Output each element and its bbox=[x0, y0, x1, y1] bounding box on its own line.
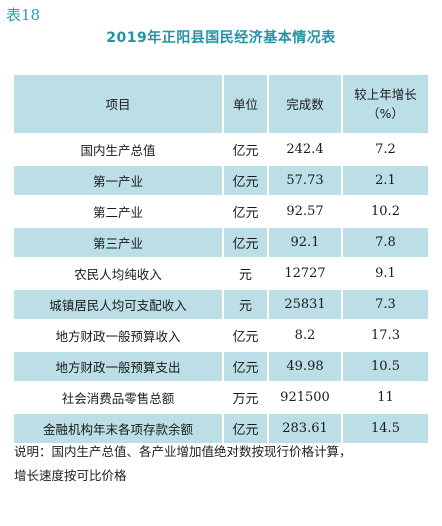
header-growth-line2: （%） bbox=[367, 106, 404, 121]
table-header-row: 项目 单位 完成数 较上年增长 （%） bbox=[14, 75, 428, 133]
cell-unit: 亿元 bbox=[222, 135, 267, 164]
cell-unit: 元 bbox=[222, 290, 267, 319]
cell-growth: 10.5 bbox=[341, 352, 428, 381]
cell-item: 社会消费品零售总额 bbox=[14, 383, 222, 412]
cell-unit: 元 bbox=[222, 259, 267, 288]
cell-unit: 万元 bbox=[222, 383, 267, 412]
cell-item: 地方财政一般预算支出 bbox=[14, 352, 222, 381]
cell-item: 农民人均纯收入 bbox=[14, 259, 222, 288]
cell-unit: 亿元 bbox=[222, 166, 267, 195]
table-row: 地方财政一般预算支出 亿元 49.98 10.5 bbox=[14, 352, 428, 381]
cell-growth: 7.8 bbox=[341, 228, 428, 257]
cell-value: 12727 bbox=[267, 259, 341, 288]
cell-growth: 14.5 bbox=[341, 414, 428, 443]
table-row: 第一产业 亿元 57.73 2.1 bbox=[14, 166, 428, 195]
header-growth: 较上年增长 （%） bbox=[341, 75, 428, 133]
cell-item: 第一产业 bbox=[14, 166, 222, 195]
cell-unit: 亿元 bbox=[222, 228, 267, 257]
cell-value: 92.57 bbox=[267, 197, 341, 226]
cell-value: 25831 bbox=[267, 290, 341, 319]
cell-item: 金融机构年末各项存款余额 bbox=[14, 414, 222, 443]
cell-growth: 7.3 bbox=[341, 290, 428, 319]
note-line-2: 增长速度按可比价格 bbox=[14, 468, 127, 483]
cell-value: 57.73 bbox=[267, 166, 341, 195]
table-row: 第二产业 亿元 92.57 10.2 bbox=[14, 197, 428, 226]
note-line-1: 说明：国内生产总值、各产业增加值绝对数按现行价格计算， bbox=[14, 444, 352, 459]
cell-growth: 7.2 bbox=[341, 135, 428, 164]
table-label: 表18 bbox=[6, 6, 41, 24]
cell-growth: 9.1 bbox=[341, 259, 428, 288]
table-row: 城镇居民人均可支配收入元 25831 7.3 bbox=[14, 290, 428, 319]
table-title: 2019年正阳县国民经济基本情况表 bbox=[106, 30, 336, 46]
table-row: 国内生产总值 亿元 242.4 7.2 bbox=[14, 135, 428, 164]
cell-growth: 10.2 bbox=[341, 197, 428, 226]
cell-item: 城镇居民人均可支配收入 bbox=[14, 290, 222, 319]
cell-value: 8.2 bbox=[267, 321, 341, 350]
cell-item: 国内生产总值 bbox=[14, 135, 222, 164]
cell-value: 283.61 bbox=[267, 414, 341, 443]
economic-stats-table: 项目 单位 完成数 较上年增长 （%） 国内生产总值 亿元 242.4 7.2 第一产业… bbox=[14, 73, 428, 445]
table-row: 社会消费品零售总额 万元 921500 11 bbox=[14, 383, 428, 412]
header-growth-line1: 较上年增长 bbox=[354, 87, 417, 102]
cell-item: 地方财政一般预算收入 bbox=[14, 321, 222, 350]
cell-unit: 亿元 bbox=[222, 414, 267, 443]
cell-value: 92.1 bbox=[267, 228, 341, 257]
cell-unit: 亿元 bbox=[222, 352, 267, 381]
cell-value: 49.98 bbox=[267, 352, 341, 381]
table-row: 地方财政一般预算收入 亿元 8.2 17.3 bbox=[14, 321, 428, 350]
header-unit: 单位 bbox=[222, 75, 267, 133]
header-value: 完成数 bbox=[267, 75, 341, 133]
cell-item: 第三产业 bbox=[14, 228, 222, 257]
cell-unit: 亿元 bbox=[222, 321, 267, 350]
table-note: 说明：国内生产总值、各产业增加值绝对数按现行价格计算， 增长速度按可比价格 bbox=[14, 440, 434, 488]
cell-value: 242.4 bbox=[267, 135, 341, 164]
table-row: 金融机构年末各项存款余额 亿元 283.61 14.5 bbox=[14, 414, 428, 443]
cell-growth: 11 bbox=[341, 383, 428, 412]
cell-value: 921500 bbox=[267, 383, 341, 412]
header-item: 项目 bbox=[14, 75, 222, 133]
table-row: 第三产业 亿元 92.1 7.8 bbox=[14, 228, 428, 257]
cell-unit: 亿元 bbox=[222, 197, 267, 226]
cell-item: 第二产业 bbox=[14, 197, 222, 226]
cell-growth: 2.1 bbox=[341, 166, 428, 195]
table-row: 农民人均纯收入元 12727 9.1 bbox=[14, 259, 428, 288]
cell-growth: 17.3 bbox=[341, 321, 428, 350]
